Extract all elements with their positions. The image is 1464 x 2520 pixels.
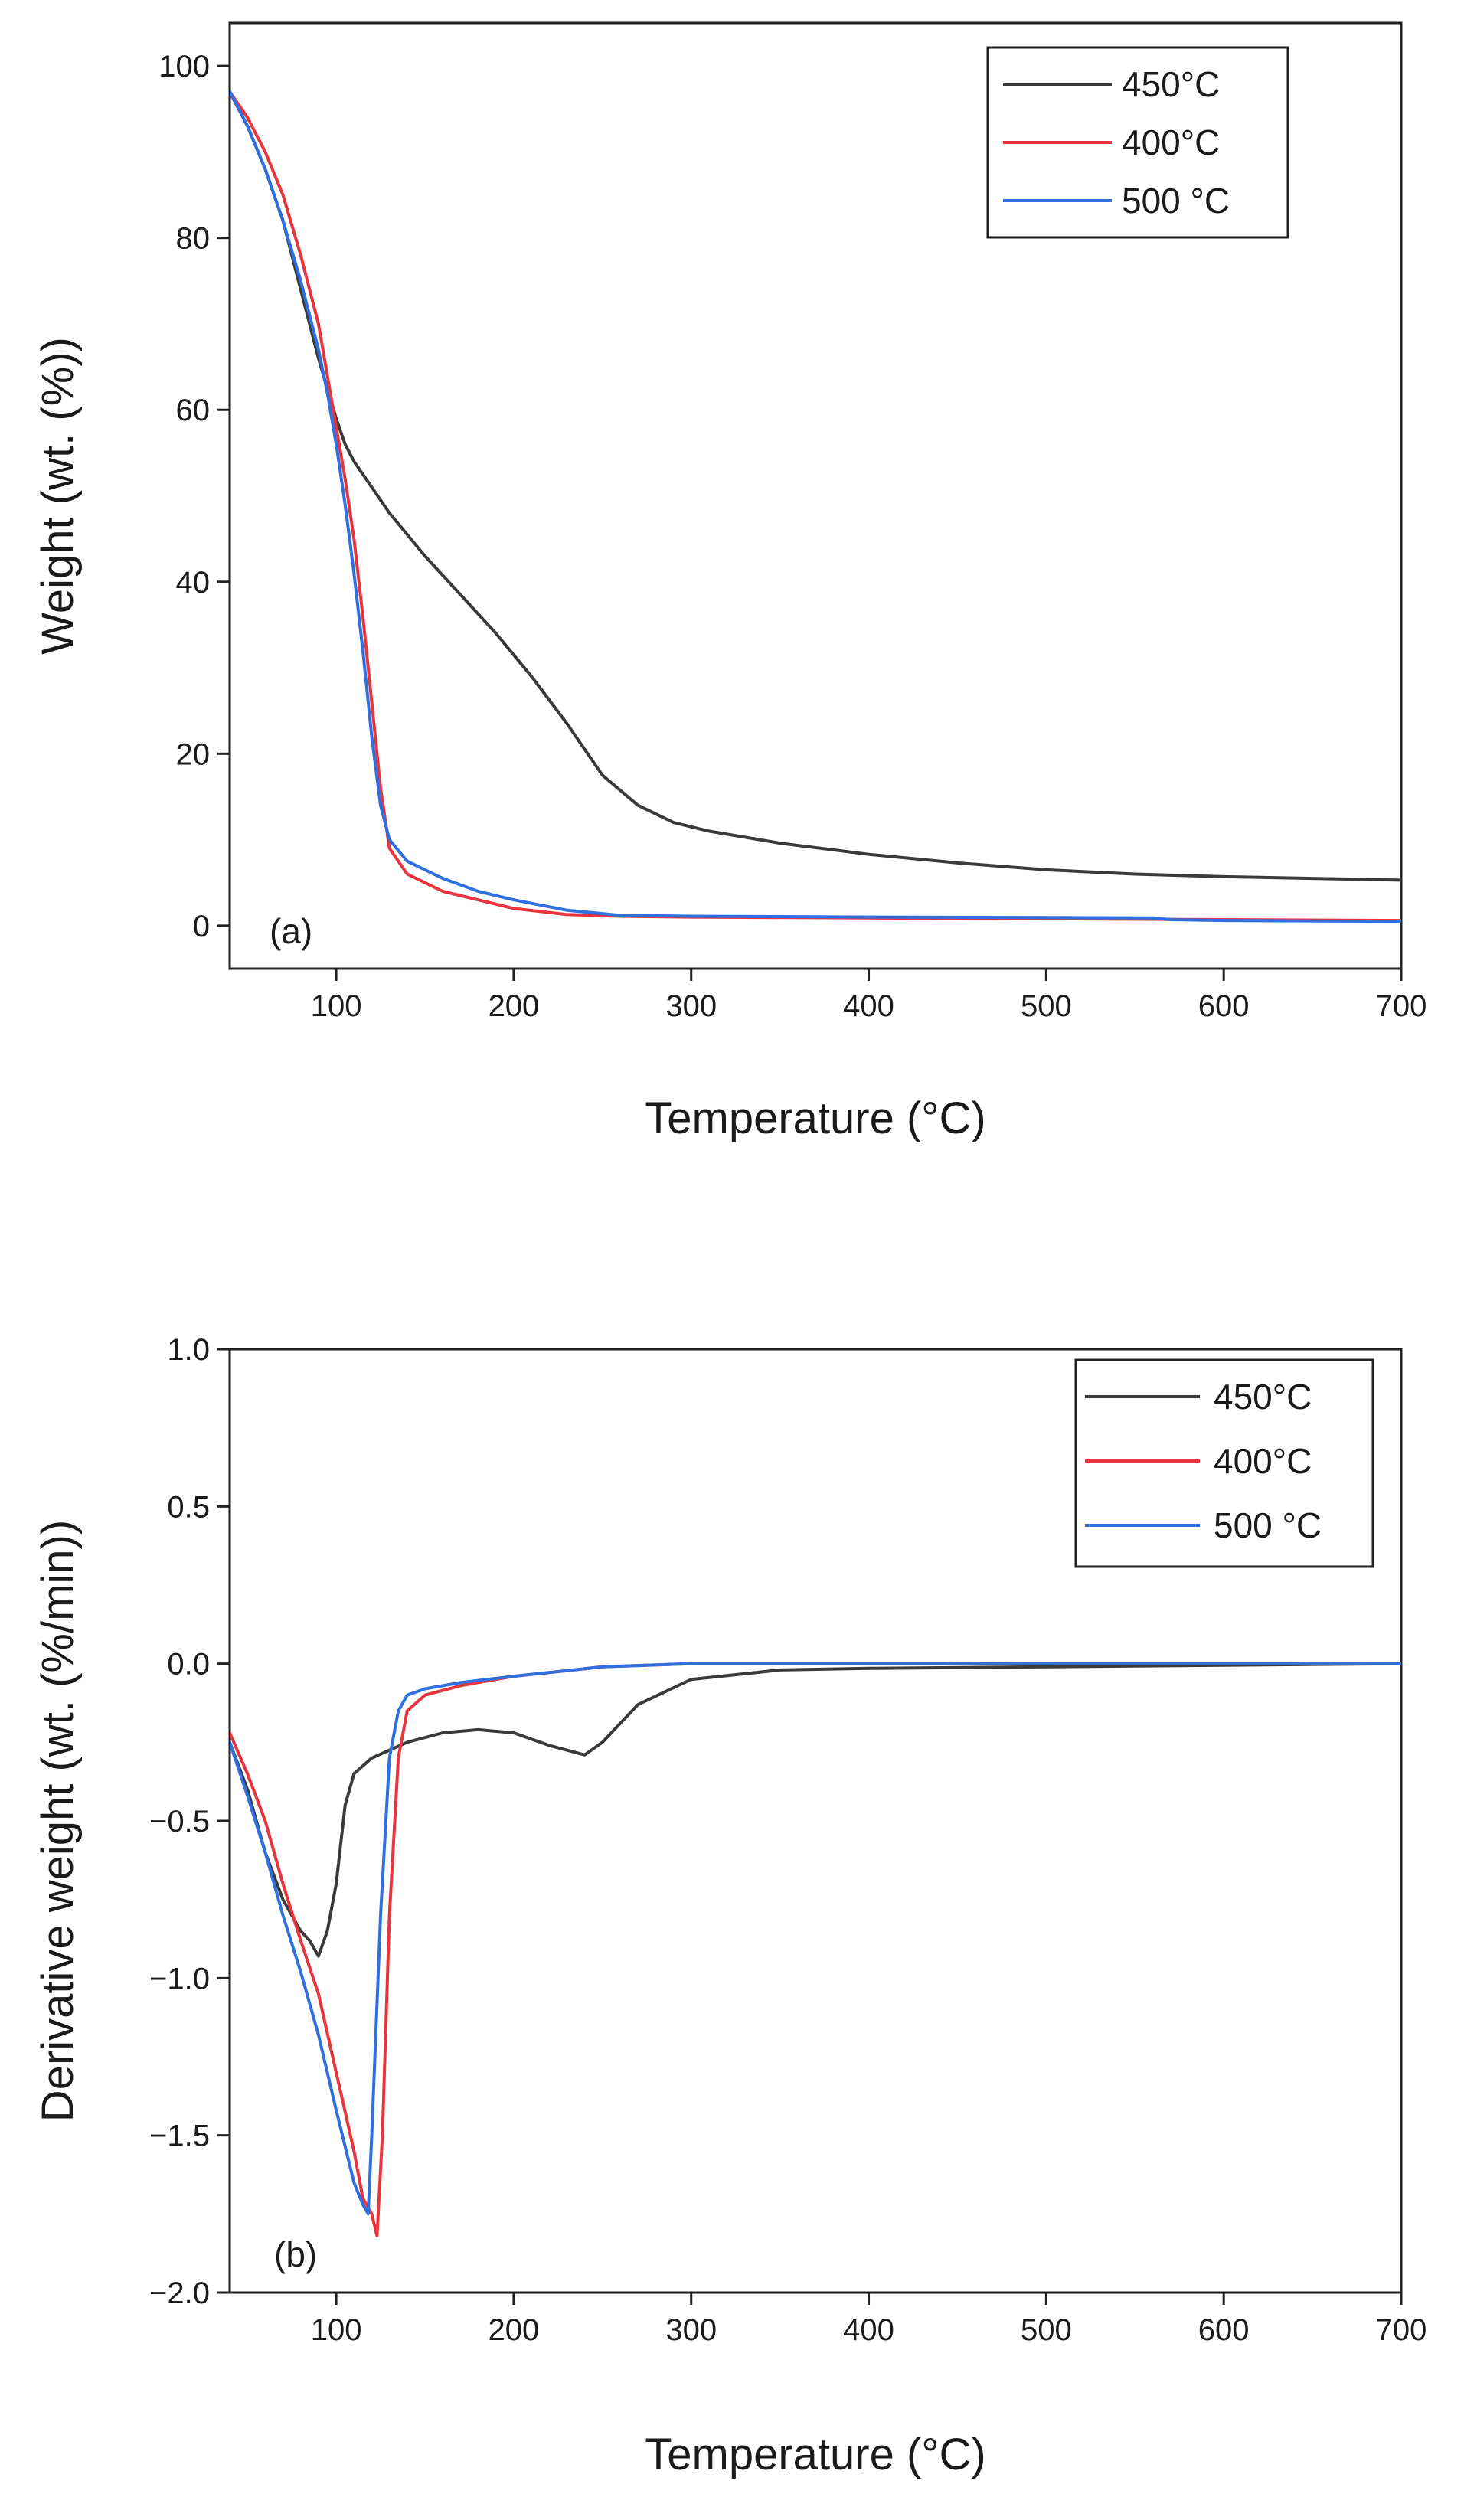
panel-label: (a) bbox=[270, 911, 312, 951]
panel-label: (b) bbox=[274, 2234, 317, 2274]
x-tick-label: 200 bbox=[489, 989, 540, 1023]
legend-entry: 400°C bbox=[1214, 1441, 1312, 1481]
x-axis-title: Temperature (°C) bbox=[645, 2430, 985, 2479]
legend: 450°C 400°C 500 °C bbox=[986, 46, 1289, 239]
chart-panel-a: 100 200 300 400 500 600 700 0 20 40 60 80 100 Tempera… bbox=[33, 21, 1427, 1143]
x-tick-label: 300 bbox=[665, 989, 717, 1023]
x-tick-label: 400 bbox=[843, 2313, 894, 2347]
legend-entry: 500 °C bbox=[1214, 1505, 1322, 1545]
y-tick-label: 40 bbox=[176, 566, 211, 600]
y-tick-label: 1.0 bbox=[167, 1333, 210, 1367]
x-tick-label: 700 bbox=[1376, 989, 1427, 1023]
legend-entry: 450°C bbox=[1122, 64, 1220, 104]
x-tick-label: 100 bbox=[311, 989, 362, 1023]
x-tick-label: 700 bbox=[1376, 2313, 1427, 2347]
legend: 450°C 400°C 500 °C bbox=[1074, 1358, 1374, 1568]
x-axis-title: Temperature (°C) bbox=[645, 1093, 985, 1143]
series-line-a-0 bbox=[230, 90, 1401, 882]
legend-box bbox=[1074, 1358, 1374, 1568]
legend-entry: 500 °C bbox=[1122, 181, 1230, 221]
legend-entry: 400°C bbox=[1122, 123, 1220, 162]
chart-panel-b: 100 200 300 400 500 600 700 1.0 0.5 0.0 −0.5 −1.0 −1… bbox=[33, 1333, 1426, 2479]
x-tick-label: 300 bbox=[665, 2313, 717, 2347]
x-tick-label: 600 bbox=[1198, 2313, 1250, 2347]
y-tick-label: 0.0 bbox=[167, 1648, 210, 1682]
y-tick-label: 0 bbox=[193, 910, 210, 943]
y-tick-label: 100 bbox=[158, 50, 210, 83]
series-line-b-0 bbox=[230, 1662, 1401, 1958]
y-tick-label: 60 bbox=[176, 394, 211, 427]
y-tick-label: −2.0 bbox=[149, 2276, 210, 2310]
x-tick-label: 200 bbox=[489, 2313, 540, 2347]
y-tick-label: 80 bbox=[176, 222, 211, 256]
series-group bbox=[230, 90, 1401, 923]
series-line-b-2 bbox=[230, 1662, 1401, 2216]
y-tick-label: −0.5 bbox=[149, 1805, 210, 1839]
series-group bbox=[230, 1662, 1401, 2238]
y-tick-label: −1.0 bbox=[149, 1962, 210, 1995]
y-tick-label: 0.5 bbox=[167, 1490, 210, 1524]
legend-entry: 450°C bbox=[1214, 1377, 1312, 1417]
plot-frame bbox=[228, 21, 1403, 970]
series-line-a-2 bbox=[230, 90, 1401, 923]
x-tick-label: 500 bbox=[1021, 989, 1072, 1023]
x-tick-label: 600 bbox=[1198, 989, 1250, 1023]
y-axis-title: Weight (wt. (%)) bbox=[33, 337, 83, 655]
x-tick-label: 400 bbox=[843, 989, 894, 1023]
x-tick-label: 100 bbox=[311, 2313, 362, 2347]
x-tick-label: 500 bbox=[1021, 2313, 1072, 2347]
y-tick-label: 20 bbox=[176, 737, 211, 771]
y-axis-title: Derivative weight (wt. (%/min)) bbox=[33, 1520, 83, 2122]
y-tick-label: −1.5 bbox=[149, 2120, 210, 2153]
